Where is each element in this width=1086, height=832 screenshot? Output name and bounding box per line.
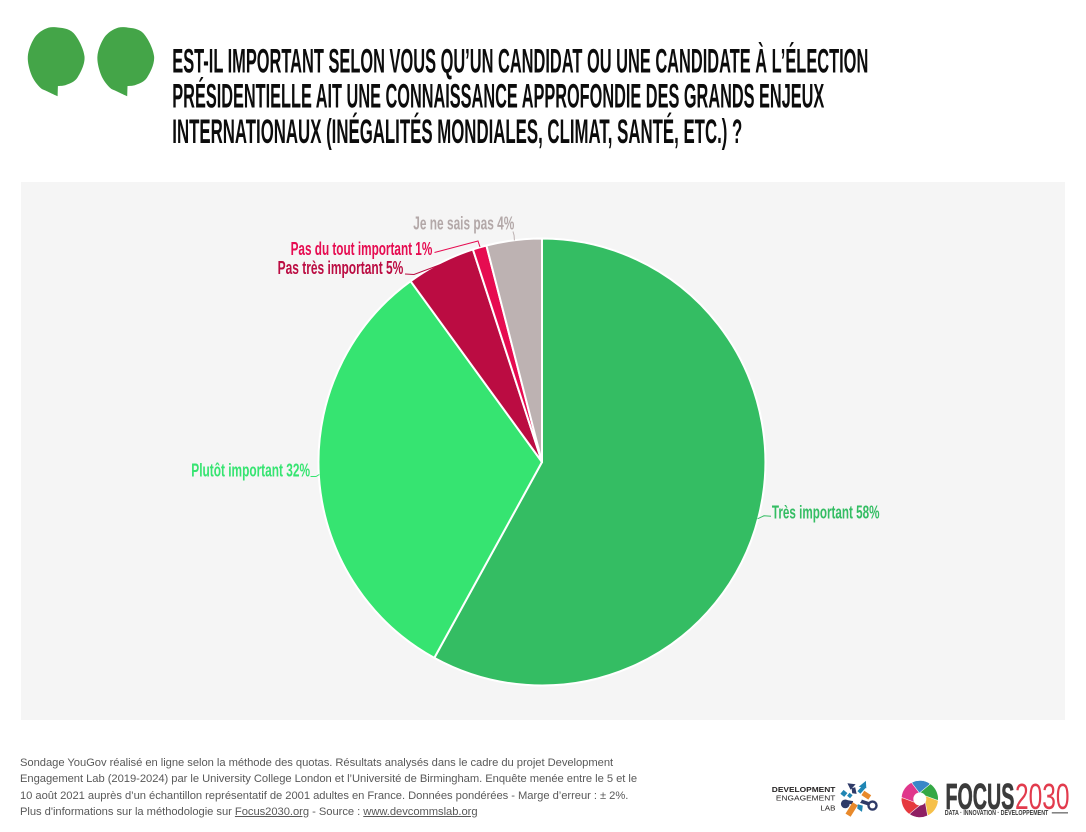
svg-text:LAB: LAB [820,803,835,812]
svg-text:PRÉSIDENTIELLE AIT UNE CONNAIS: PRÉSIDENTIELLE AIT UNE CONNAISSANCE APPR… [172,76,824,116]
svg-text:DATA · INNOVATION · DEVELOPPEM: DATA · INNOVATION · DEVELOPPEMENT [945,808,1049,817]
svg-text:Pas du tout important 1%: Pas du tout important 1% [291,239,433,259]
svg-text:DEVELOPMENT: DEVELOPMENT [772,785,836,794]
svg-text:INTERNATIONAUX (INÉGALITÉS MON: INTERNATIONAUX (INÉGALITÉS MONDIALES, CL… [172,111,742,151]
svg-text:Je ne sais pas 4%: Je ne sais pas 4% [413,214,514,234]
svg-text:Pas très important 5%: Pas très important 5% [278,258,404,278]
svg-text:FOCUS: FOCUS [946,776,1015,817]
svg-text:Plutôt important 32%: Plutôt important 32% [191,461,310,481]
svg-text:ENGAGEMENT: ENGAGEMENT [776,793,836,802]
svg-text:EST-IL IMPORTANT SELON VOUS QU: EST-IL IMPORTANT SELON VOUS QU’UN CANDID… [172,40,868,80]
svg-text:2030: 2030 [1015,776,1070,817]
svg-text:Très important 58%: Très important 58% [772,502,880,522]
